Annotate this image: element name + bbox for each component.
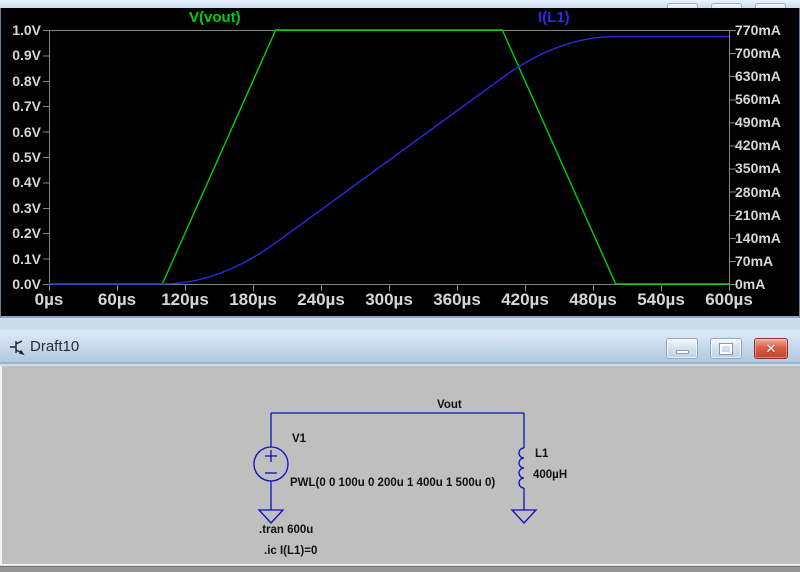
trace-plot-svg xyxy=(49,29,729,285)
bottom-axis-ticks xyxy=(49,285,731,291)
time-tick-label: 360µs xyxy=(433,290,481,309)
schematic-drawing xyxy=(253,412,538,524)
minimize-button[interactable] xyxy=(666,338,698,359)
time-tick-label: 60µs xyxy=(97,290,137,309)
voltage-tick-label: 0.8V xyxy=(12,72,41,89)
window-title: Draft10 xyxy=(30,338,80,355)
current-tick-label: 630mA xyxy=(735,68,781,85)
schematic-window: Draft10 ✕ xyxy=(0,330,800,572)
maximize-button[interactable] xyxy=(710,338,742,359)
trace-label-vout[interactable]: V(vout) xyxy=(189,9,241,26)
current-tick-label: 210mA xyxy=(735,206,781,223)
close-icon: ✕ xyxy=(765,341,777,356)
current-tick-label: 280mA xyxy=(735,183,781,200)
current-tick-label: 560mA xyxy=(735,91,781,108)
window-bottom-edge xyxy=(0,566,800,572)
current-tick-label: 0mA xyxy=(735,275,766,292)
time-tick-label: 600µs xyxy=(705,290,753,309)
time-tick-label: 240µs xyxy=(297,290,345,309)
voltage-tick-label: 0.0V xyxy=(12,275,41,292)
current-tick-label: 420mA xyxy=(735,137,781,154)
voltage-tick-label: 0.4V xyxy=(12,174,41,191)
time-tick-label: 120µs xyxy=(161,290,209,309)
left-axis-ticks xyxy=(43,30,49,286)
time-tick-label: 180µs xyxy=(229,290,277,309)
time-tick-label: 0µs xyxy=(34,290,64,309)
l1-name-label[interactable]: L1 xyxy=(535,448,549,460)
voltage-tick-label: 0.9V xyxy=(12,47,41,64)
waveform-maximize-button[interactable] xyxy=(711,3,742,9)
waveform-close-button[interactable] xyxy=(755,3,786,9)
l1-symbol[interactable] xyxy=(518,447,525,489)
net-label-vout[interactable]: Vout xyxy=(437,399,462,411)
time-tick-label: 300µs xyxy=(365,290,413,309)
l1-value-label[interactable]: 400µH xyxy=(533,469,568,481)
voltage-tick-label: 0.3V xyxy=(12,199,41,216)
voltage-axis-labels: 1.0V 0.9V 0.8V 0.7V 0.6V 0.5V 0.4V 0.3V … xyxy=(1,23,41,291)
voltage-tick-label: 0.1V xyxy=(12,250,41,267)
time-tick-label: 420µs xyxy=(501,290,549,309)
schematic-titlebar[interactable]: Draft10 ✕ xyxy=(0,330,800,364)
maximize-icon xyxy=(719,342,733,355)
vout-trace xyxy=(49,29,729,285)
time-tick-label: 540µs xyxy=(637,290,685,309)
current-axis-labels: 770mA 700mA 630mA 560mA 490mA 420mA 350m… xyxy=(735,23,797,291)
right-axis-ticks xyxy=(730,30,736,286)
voltage-tick-label: 0.5V xyxy=(12,148,41,165)
tran-directive[interactable]: .tran 600u xyxy=(259,524,314,536)
waveform-window-chrome xyxy=(0,0,800,9)
ground-symbol-l1[interactable] xyxy=(510,509,538,524)
ic-directive[interactable]: .ic I(L1)=0 xyxy=(264,545,318,557)
v1-name-label[interactable]: V1 xyxy=(292,433,307,445)
voltage-tick-label: 0.2V xyxy=(12,225,41,242)
close-button[interactable]: ✕ xyxy=(754,338,788,359)
ltspice-doc-icon[interactable] xyxy=(8,338,26,356)
time-tick-label: 480µs xyxy=(569,290,617,309)
plus-icon xyxy=(265,450,277,462)
minimize-icon xyxy=(675,349,689,354)
voltage-tick-label: 0.7V xyxy=(12,98,41,115)
current-tick-label: 140mA xyxy=(735,229,781,246)
ground-symbol-v1[interactable] xyxy=(257,509,285,524)
waveform-minimize-button[interactable] xyxy=(667,3,698,9)
trace-label-il1[interactable]: I(L1) xyxy=(538,9,570,26)
v1-value-label[interactable]: PWL(0 0 100u 0 200u 1 400u 1 500u 0) xyxy=(290,477,496,489)
schematic-canvas[interactable]: Vout V1 PWL(0 0 100u 0 200u 1 400u 1 500… xyxy=(0,366,800,565)
current-tick-label: 490mA xyxy=(735,114,781,131)
waveform-pane[interactable]: V(vout) I(L1) 1.0V 0.9V 0.8V 0.7V 0.6V 0… xyxy=(0,8,800,318)
current-tick-label: 70mA xyxy=(735,252,774,269)
voltage-tick-label: 1.0V xyxy=(12,22,41,38)
desktop-gap xyxy=(0,318,800,330)
current-tick-label: 700mA xyxy=(735,45,781,62)
current-tick-label: 770mA xyxy=(735,22,781,38)
v1-symbol[interactable] xyxy=(253,446,289,482)
current-tick-label: 350mA xyxy=(735,160,781,177)
il1-trace xyxy=(49,35,729,285)
voltage-tick-label: 0.6V xyxy=(12,123,41,140)
